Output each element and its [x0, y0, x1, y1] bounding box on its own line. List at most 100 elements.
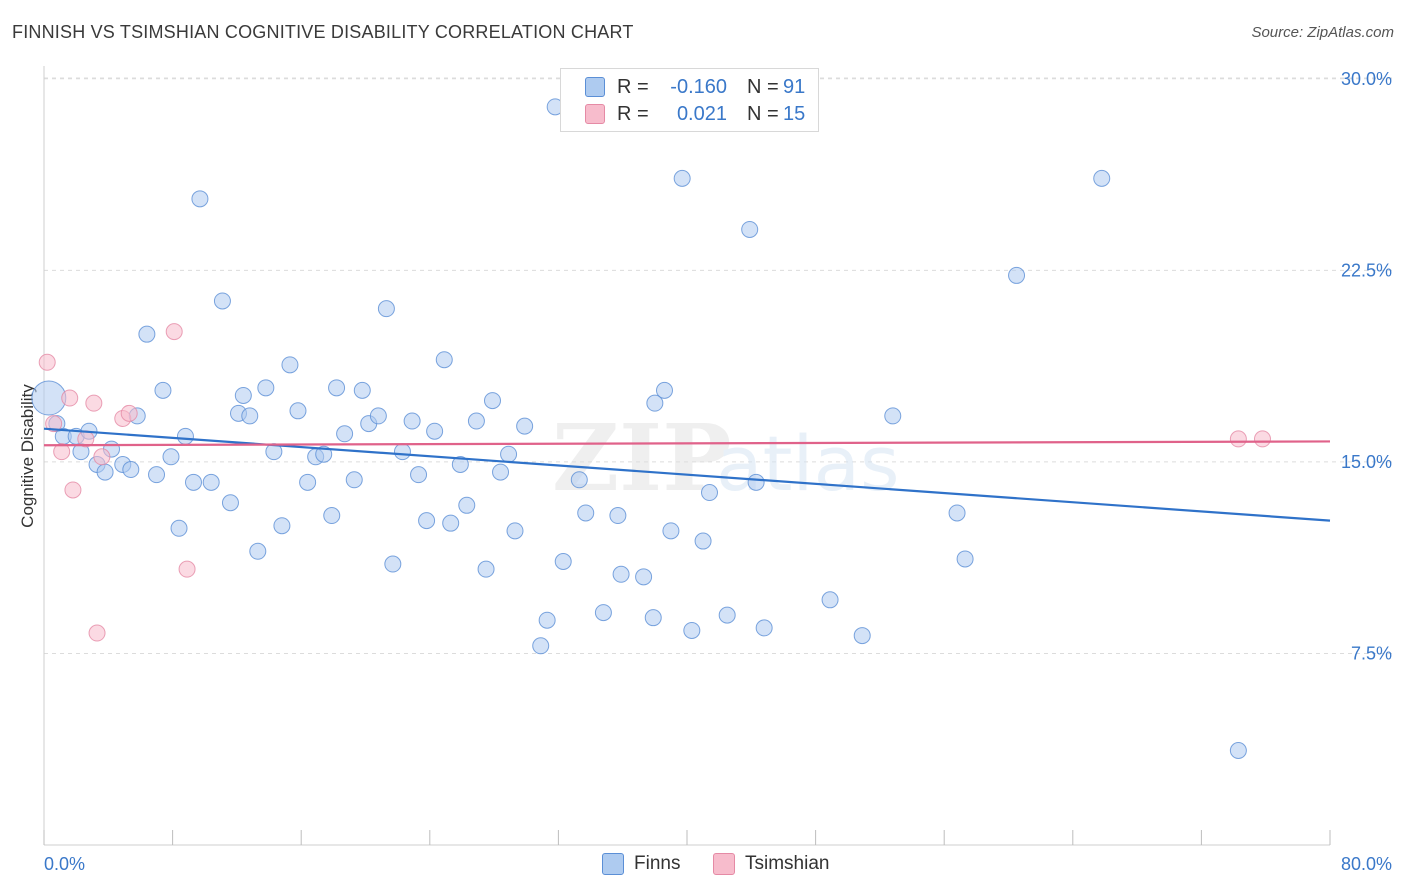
x-tick-label: 80.0%	[1341, 854, 1392, 874]
tsimshian-swatch	[585, 104, 605, 124]
tsimshian-points	[38, 323, 1271, 642]
finns-swatch	[602, 853, 624, 875]
tsimshian-swatch	[713, 853, 735, 875]
tsimshian-point	[93, 448, 111, 466]
y-tick-label: 7.5%	[1351, 643, 1392, 663]
finns-point	[500, 445, 518, 463]
legend-item-finns: Finns	[602, 851, 680, 877]
r-value: 0.021	[676, 102, 727, 125]
finns-point	[426, 422, 444, 440]
finns-point	[257, 379, 275, 397]
finns-point	[492, 463, 510, 481]
finns-point	[635, 568, 653, 586]
legend-item-tsimshian: Tsimshian	[713, 851, 829, 877]
tsimshian-point	[88, 624, 106, 642]
r-value: -0.160	[670, 75, 727, 98]
finns-point	[336, 425, 354, 443]
tsimshian-point	[1253, 430, 1271, 448]
finns-point	[694, 532, 712, 550]
finns-point	[1008, 266, 1026, 284]
finns-point	[516, 417, 534, 435]
finns-point	[956, 550, 974, 568]
finns-point	[249, 542, 267, 560]
finns-point	[122, 461, 140, 479]
finns-point	[1229, 741, 1247, 759]
source-label: Source: ZipAtlas.com	[1251, 24, 1394, 41]
finns-point	[655, 381, 673, 399]
finns-point	[154, 381, 172, 399]
finns-point	[483, 392, 501, 410]
finns-point	[221, 494, 239, 512]
legend-row-finns: R = -0.160 N = 91	[585, 75, 805, 99]
chart-title: FINNISH VS TSIMSHIAN COGNITIVE DISABILIT…	[12, 22, 634, 42]
finns-points	[31, 95, 1247, 759]
finns-point	[96, 463, 114, 481]
x-tick-label: 0.0%	[44, 854, 85, 874]
finns-point	[148, 466, 166, 484]
finns-point	[741, 220, 759, 238]
finns-swatch	[585, 77, 605, 97]
stats-legend: R = -0.160 N = 91 R = 0.021 N = 15	[560, 68, 819, 132]
finns-point	[299, 473, 317, 491]
finns-point	[755, 619, 773, 637]
tsimshian-point	[45, 415, 63, 433]
finns-point	[1093, 169, 1111, 187]
finns-point	[323, 507, 341, 525]
finns-point	[31, 380, 67, 416]
finns-point	[673, 169, 691, 187]
n-label: N =	[747, 75, 779, 98]
legend-row-tsimshian: R = 0.021 N = 15	[585, 102, 805, 126]
finns-point	[162, 448, 180, 466]
n-value: 15	[783, 102, 806, 125]
finns-point	[410, 466, 428, 484]
y-tick-label: 30.0%	[1341, 69, 1392, 89]
tsimshian-point	[1229, 430, 1247, 448]
finns-point	[234, 386, 252, 404]
tsimshian-point	[165, 323, 183, 341]
n-label: N =	[747, 102, 779, 125]
finns-point	[377, 300, 395, 318]
tsimshian-trend-line	[43, 440, 1331, 447]
finns-point	[570, 471, 588, 489]
finns-point	[853, 627, 871, 645]
finns-point	[281, 356, 299, 374]
tsimshian-point	[53, 443, 71, 461]
finns-point	[213, 292, 231, 310]
finns-point	[403, 412, 421, 430]
finns-point	[384, 555, 402, 573]
finns-point	[184, 473, 202, 491]
finns-point	[138, 325, 156, 343]
tsimshian-point	[85, 394, 103, 412]
finns-point	[884, 407, 902, 425]
finns-point	[467, 412, 485, 430]
finns-point	[821, 591, 839, 609]
r-label: R =	[617, 75, 649, 98]
y-tick-label: 22.5%	[1341, 260, 1392, 280]
r-label: R =	[617, 102, 649, 125]
watermark: ZIP atlas	[552, 404, 900, 512]
finns-point	[506, 522, 524, 540]
tsimshian-point	[178, 560, 196, 578]
finns-point	[609, 507, 627, 525]
finns-point	[538, 611, 556, 629]
finns-point	[353, 381, 371, 399]
axes	[43, 66, 1331, 846]
finns-point	[176, 427, 194, 445]
tsimshian-point	[38, 353, 56, 371]
tsimshian-point	[120, 404, 138, 422]
finns-point	[241, 407, 259, 425]
trend-lines	[43, 427, 1331, 522]
finns-point	[646, 394, 664, 412]
finns-point	[369, 407, 387, 425]
finns-label: Finns	[634, 853, 681, 874]
finns-point	[393, 443, 411, 461]
finns-point	[442, 514, 460, 532]
finns-point	[451, 455, 469, 473]
finns-point	[315, 445, 333, 463]
finns-point	[328, 379, 346, 397]
finns-point	[554, 552, 572, 570]
finns-point	[594, 604, 612, 622]
finns-point	[477, 560, 495, 578]
finns-point	[747, 473, 765, 491]
